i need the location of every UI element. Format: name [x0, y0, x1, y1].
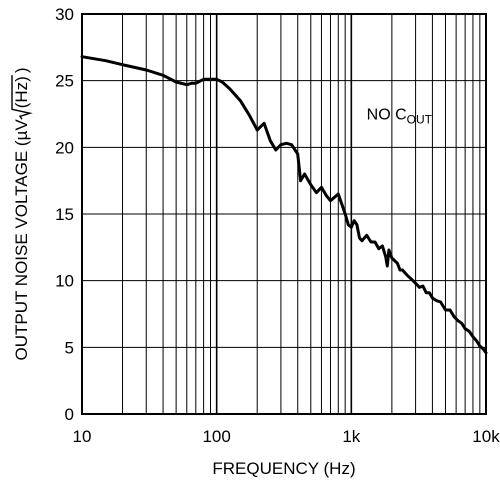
annotation-sub: OUT — [407, 112, 433, 126]
y-axis-label-unit: µV — [12, 119, 31, 141]
y-axis-label-close: ) — [12, 67, 31, 73]
annotation-no-cout: NO COUT — [367, 106, 433, 126]
y-tick-label: 0 — [65, 405, 74, 424]
series-group — [80, 55, 488, 355]
y-tick-label: 5 — [65, 338, 74, 357]
grid — [82, 14, 486, 414]
y-axis-label-main: OUTPUT NOISE VOLTAGE ( — [12, 140, 31, 360]
x-tick-label: 10 — [73, 427, 92, 446]
x-tick-label: 10k — [472, 427, 500, 446]
tick-labels: 10 100 1k 10k 0 5 10 15 20 25 30 — [55, 5, 500, 446]
y-tick-label: 15 — [55, 205, 74, 224]
y-axis-label: OUTPUT NOISE VOLTAGE ( µV (Hz) ) — [11, 67, 33, 361]
x-tick-label: 1k — [342, 427, 360, 446]
x-axis-label: FREQUENCY (Hz) — [212, 459, 355, 478]
annotation-main: NO C — [367, 106, 407, 123]
y-tick-label: 10 — [55, 272, 74, 291]
radical-sign — [11, 75, 33, 120]
y-tick-label: 30 — [55, 5, 74, 24]
noise-line — [80, 55, 488, 355]
y-tick-label: 25 — [55, 72, 74, 91]
x-tick-label: 100 — [202, 427, 230, 446]
y-tick-label: 20 — [55, 138, 74, 157]
y-axis-label-radicand: (Hz) — [12, 76, 31, 108]
plot-frame — [81, 13, 487, 415]
